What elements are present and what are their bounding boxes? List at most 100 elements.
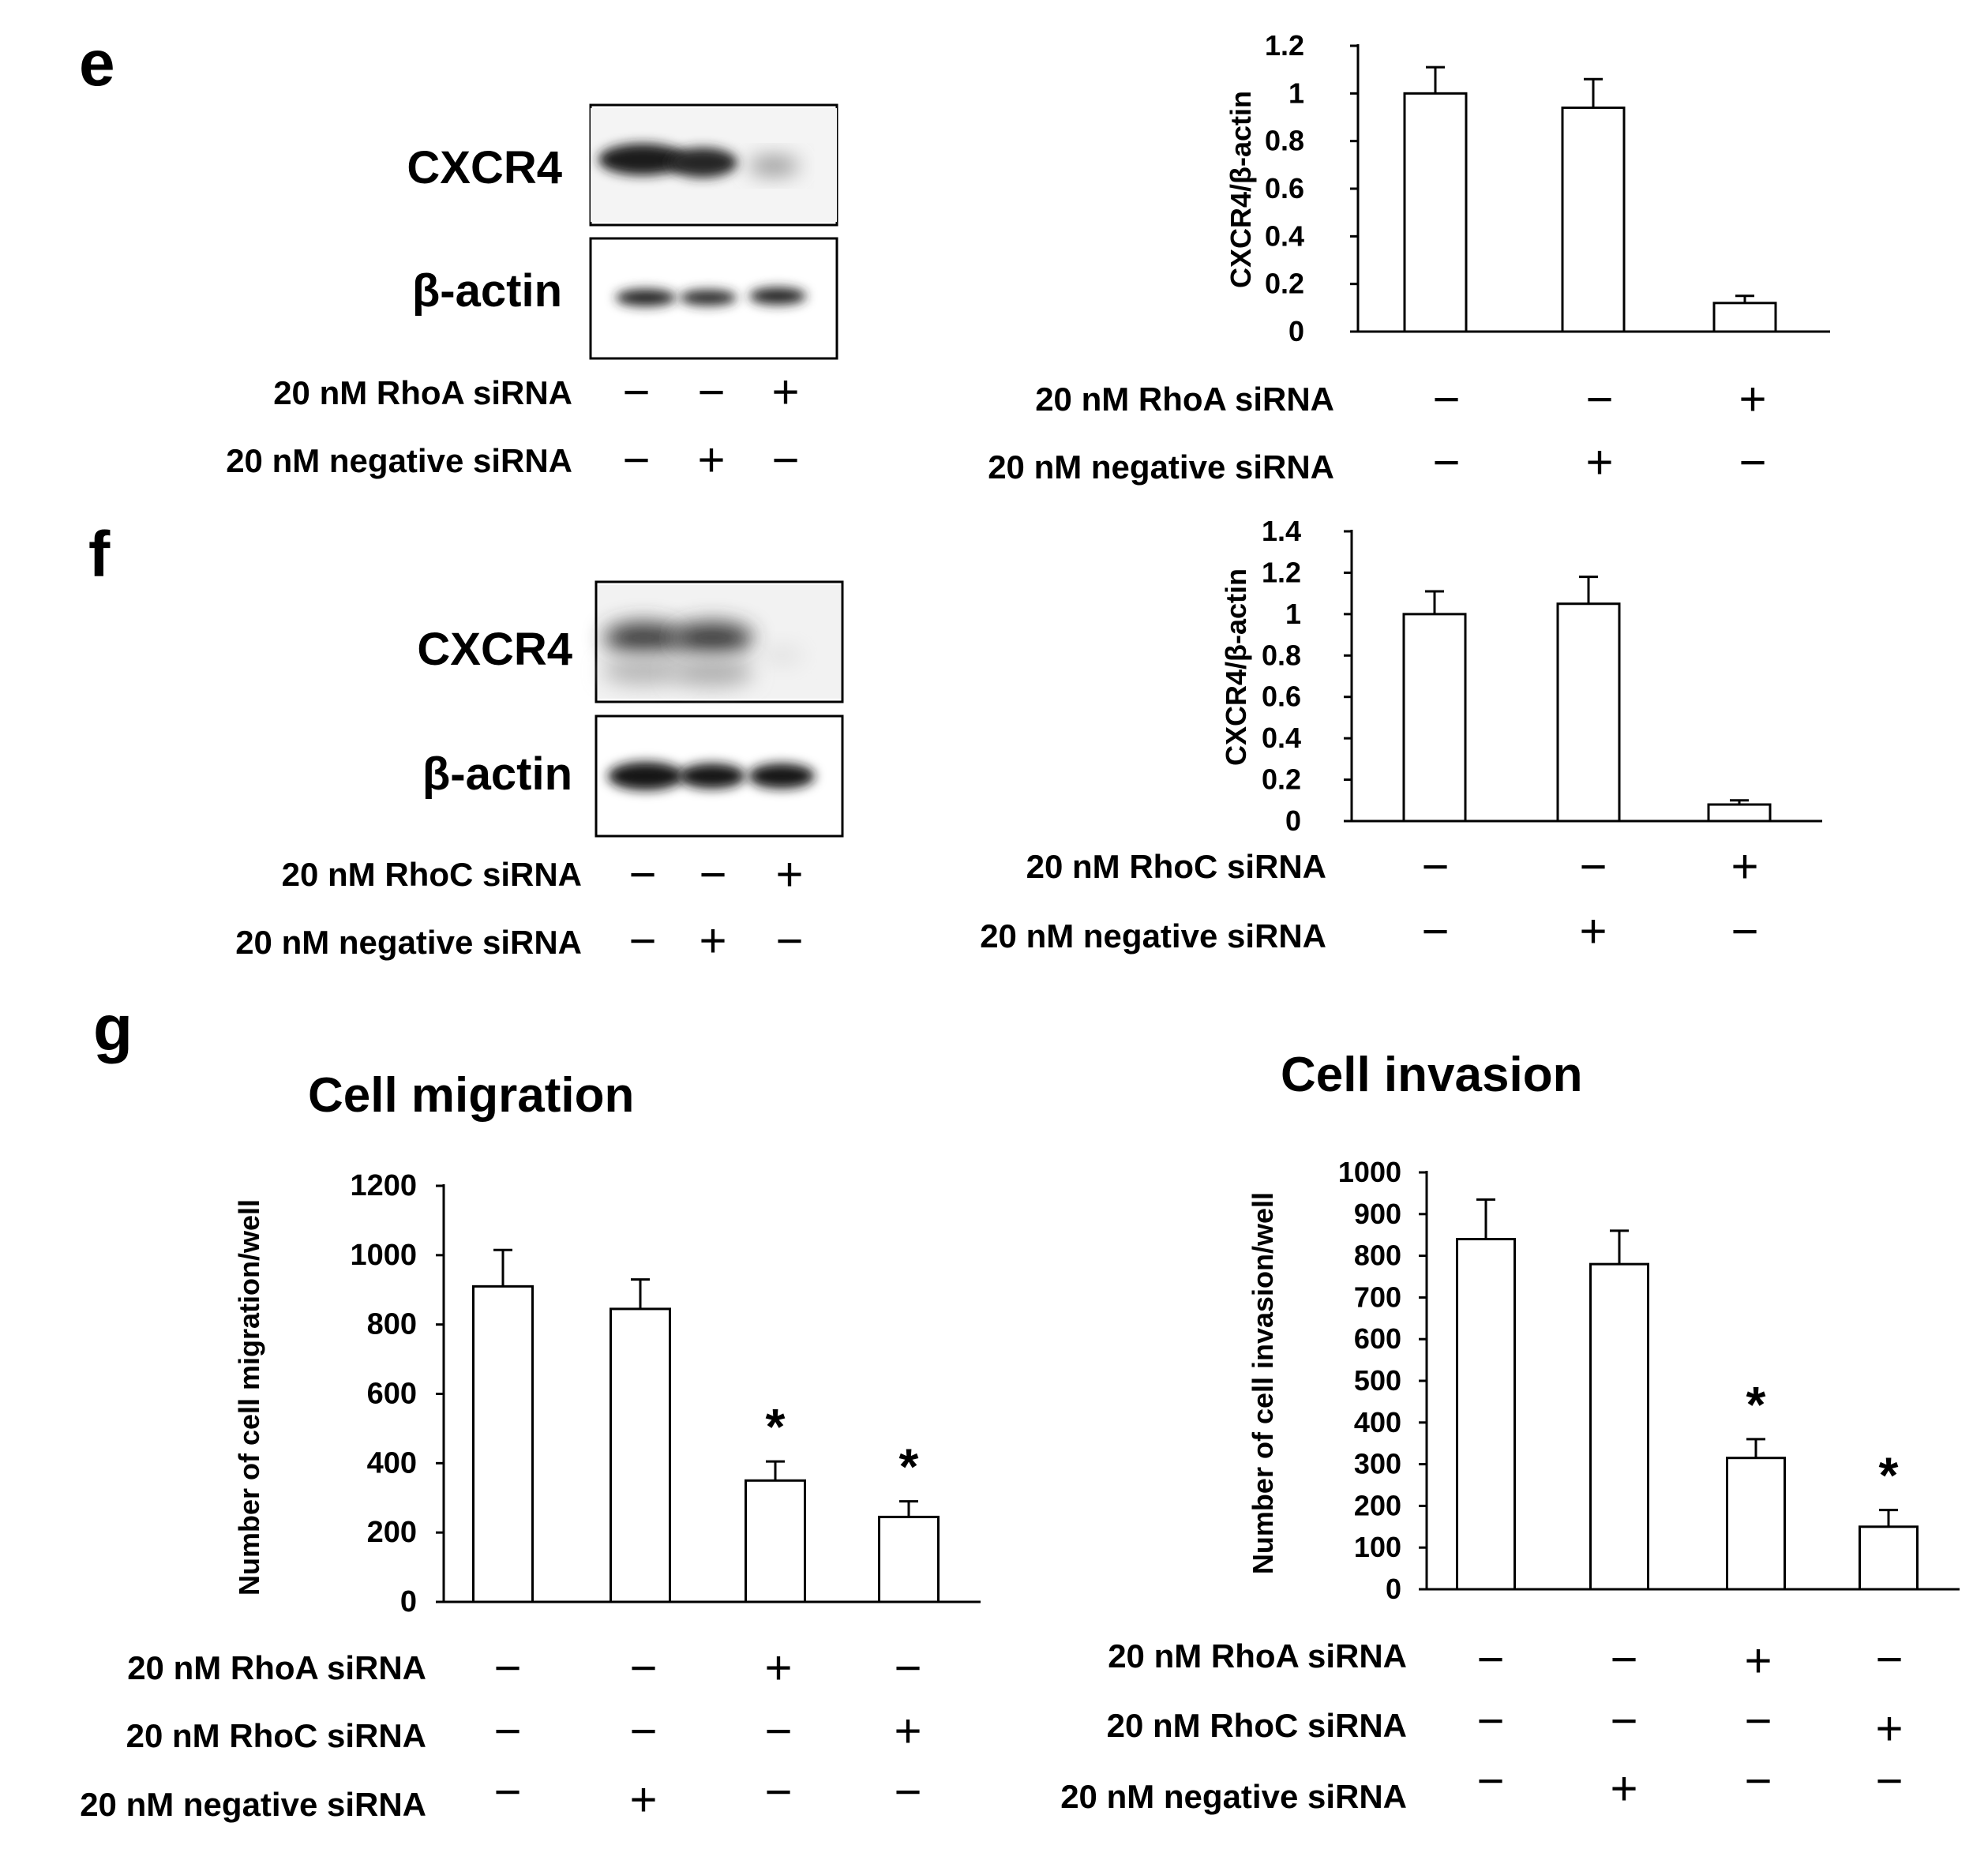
panel-e-chart-sign-2-2: +	[1585, 436, 1613, 489]
chart-invasion-title: Cell invasion	[1281, 1048, 1582, 1102]
panel-e-blot-sign-1-2: −	[697, 366, 725, 418]
panel-g-invasion-sign-1-3: +	[1744, 1634, 1772, 1687]
chart-invasion-ytick-label: 400	[1354, 1406, 1401, 1438]
chart-migration-ytick-label: 1000	[350, 1239, 417, 1272]
chart-invasion-bar-1	[1456, 1237, 1516, 1591]
panel-e-blot-label-actin: β-actin	[412, 265, 562, 317]
panel-f-blot-label-cxcr4: CXCR4	[417, 624, 572, 675]
panel-g-invasion-sign-3-2: +	[1610, 1762, 1637, 1815]
panel-f-actin-bands	[608, 762, 815, 790]
panel-e-cxcr4-band-1	[598, 144, 687, 175]
panel-g-migration-sign-3-4: −	[894, 1765, 921, 1818]
chart-f-ytick-label: 0.8	[1262, 639, 1301, 671]
panel-g-invasion-treatment-label-3: 20 nM negative siRNA	[1060, 1778, 1407, 1815]
panel-g-migration-sign-2-3: −	[764, 1705, 792, 1757]
panel-g-migration-sign-1-2: −	[629, 1641, 657, 1694]
chart-migration-ytick-label: 400	[367, 1446, 417, 1480]
chart-migration-title: Cell migration	[308, 1068, 634, 1123]
chart-migration-bar-2	[610, 1307, 671, 1603]
chart-e-ytick-label: 1.2	[1265, 29, 1304, 62]
panel-g-migration-sign-2-1: −	[493, 1705, 521, 1757]
chart-f-ytick-label: 1	[1285, 598, 1301, 630]
panel-f-blot-sign-1-1: −	[628, 848, 656, 901]
panel-e-chart-sign-1-3: +	[1739, 373, 1766, 426]
panel-f-chart-sign-1-3: +	[1731, 840, 1758, 893]
panel-f-blot-sign-2-1: −	[628, 914, 656, 967]
panel-e-actin-bands	[616, 287, 806, 306]
panel-e-blot-sign-2-2: +	[697, 433, 725, 486]
chart-invasion-bar-2	[1589, 1262, 1649, 1591]
panel-f-western-blot: CXCR4 β-actin	[417, 580, 844, 838]
chart-e-bar-3	[1712, 302, 1777, 333]
panel-e-western-blot: CXCR4 β-actin	[407, 103, 838, 360]
chart-invasion-ytick-label: 200	[1354, 1489, 1401, 1521]
panel-g-migration-sign-1-4: −	[894, 1641, 921, 1694]
panel-f-cxcr4-band-3	[760, 646, 804, 665]
chart-invasion-bar-3	[1726, 1457, 1786, 1591]
panel-f-blot-sign-2-3: −	[775, 914, 803, 967]
panel-g-invasion-sign-3-1: −	[1476, 1754, 1504, 1807]
panel-g-migration-sign-2-2: −	[629, 1705, 657, 1757]
chart-e-ytick-label: 1	[1288, 77, 1304, 109]
panel-g-invasion-sign-3-3: −	[1744, 1754, 1772, 1807]
chart-f-ytick-label: 1.4	[1262, 515, 1301, 547]
panel-g-migration-treatment-label-2: 20 nM RhoC siRNA	[126, 1717, 426, 1754]
panel-g-invasion-treatments: 20 nM RhoA siRNA − − + − 20 nM RhoC siRN…	[1060, 1633, 1903, 1815]
chart-f-ytick-label: 0.4	[1262, 722, 1301, 754]
chart-invasion-bar-4	[1859, 1525, 1919, 1591]
chart-e-ylabel: CXCR4/β-actin	[1225, 91, 1257, 288]
chart-e-ytick-label: 0.8	[1265, 125, 1304, 157]
chart-invasion-ytick-label: 0	[1386, 1573, 1401, 1605]
chart-migration-ytick-label: 800	[367, 1308, 417, 1341]
panel-f-cxcr4-band-1	[604, 622, 683, 654]
chart-invasion-ytick-label: 800	[1354, 1240, 1401, 1272]
chart-invasion-ytick-label: 700	[1354, 1281, 1401, 1313]
panel-g-migration-sign-3-1: −	[493, 1765, 521, 1818]
panel-f-chart-treatment-label-2: 20 nM negative siRNA	[980, 917, 1326, 955]
panel-e-blot-sign-1-1: −	[622, 366, 650, 418]
panel-g-migration-sign-3-2: +	[629, 1773, 657, 1826]
chart-migration-ytick-label: 600	[367, 1378, 417, 1411]
chart-e-ytick-label: 0.2	[1265, 268, 1304, 300]
panel-f-letter: f	[88, 519, 111, 591]
panel-e-blot-sign-2-1: −	[622, 433, 650, 486]
panel-g-invasion-sign-1-1: −	[1476, 1633, 1504, 1686]
panel-f-chart-sign-1-2: −	[1579, 840, 1607, 893]
chart-migration-ytick-label: 0	[400, 1585, 417, 1618]
panel-f-chart-sign-2-1: −	[1421, 905, 1449, 958]
panel-f-blot-label-actin: β-actin	[422, 748, 572, 800]
panel-e-chart-treatment-label-1: 20 nM RhoA siRNA	[1035, 381, 1334, 418]
panel-e-letter: e	[79, 28, 115, 99]
chart-migration-bar-4	[878, 1515, 940, 1603]
panel-e-chart-sign-2-3: −	[1739, 436, 1766, 489]
chart-e-ytick-label: 0.6	[1265, 172, 1304, 204]
panel-g-migration-treatment-label-1: 20 nM RhoA siRNA	[127, 1649, 426, 1686]
chart-f-ytick-label: 1.2	[1262, 556, 1301, 588]
panel-e-cxcr4-band-3	[748, 157, 799, 174]
panel-e-blot-label-cxcr4: CXCR4	[407, 142, 562, 193]
panel-f-blot-treatment-label-2: 20 nM negative siRNA	[235, 924, 582, 961]
panel-f-bar-chart: 0 0.2 0.4 0.6 0.8 1 1.2 1.4 CXCR4/β-actin	[1220, 515, 1822, 837]
chart-f-bar-2	[1556, 602, 1621, 823]
chart-invasion-ytick-label: 900	[1354, 1198, 1401, 1230]
panel-e-blot-treatment-label-2: 20 nM negative siRNA	[226, 442, 572, 479]
chart-invasion-significance-3: *	[1746, 1376, 1766, 1433]
panel-g-invasion-treatment-label-1: 20 nM RhoA siRNA	[1108, 1637, 1407, 1675]
panel-f-actin-band-2	[679, 763, 745, 789]
chart-migration-significance-4: *	[899, 1438, 919, 1495]
panel-f-actin-band-3	[748, 763, 815, 789]
panel-f-chart-sign-2-2: +	[1579, 905, 1607, 958]
panel-e-chart-treatments: 20 nM RhoA siRNA − − + 20 nM negative si…	[988, 373, 1766, 489]
panel-g-invasion-sign-2-3: −	[1744, 1694, 1772, 1747]
panel-g-migration-treatments: 20 nM RhoA siRNA − − + − 20 nM RhoC siRN…	[80, 1641, 921, 1826]
chart-migration-bar-1	[472, 1285, 534, 1603]
chart-invasion-ytick-label: 500	[1354, 1364, 1401, 1397]
panel-g-invasion-sign-2-2: −	[1610, 1694, 1637, 1747]
chart-invasion-ytick-label: 1000	[1338, 1156, 1401, 1188]
panel-g-invasion-sign-1-2: −	[1610, 1633, 1637, 1686]
chart-invasion-ytick-label: 600	[1354, 1322, 1401, 1355]
chart-invasion-significance-4: *	[1879, 1447, 1899, 1504]
panel-f-blot-treatments: 20 nM RhoC siRNA − − + 20 nM negative si…	[235, 848, 803, 967]
